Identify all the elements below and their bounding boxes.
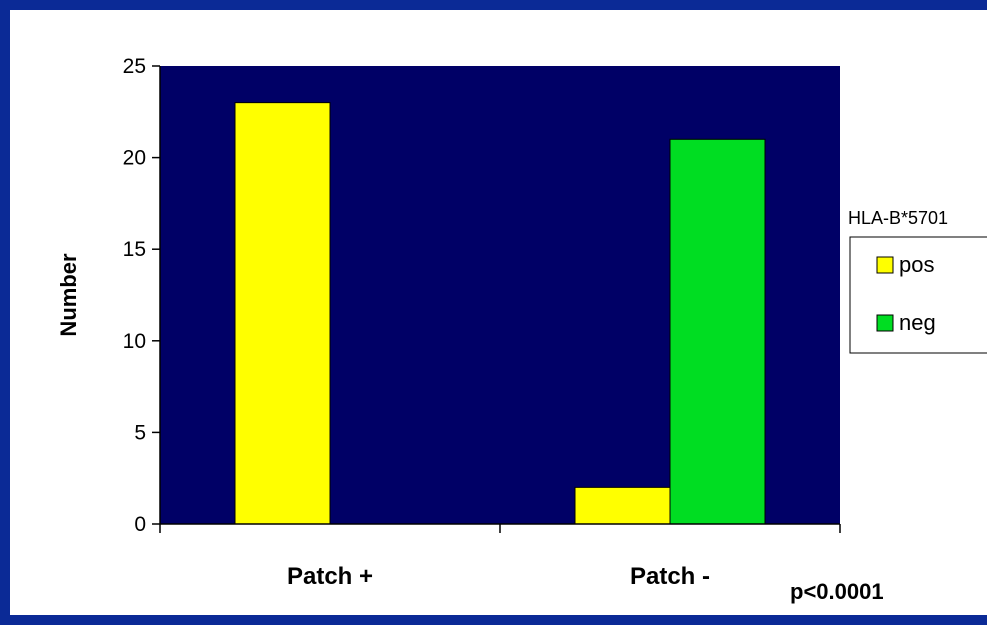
legend-swatch-pos [876, 256, 894, 274]
legend-box [849, 236, 987, 354]
legend-swatch-neg [876, 314, 894, 332]
legend: pos neg [849, 236, 987, 354]
y-tick-label: 10 [123, 330, 146, 353]
y-axis-title: Number [56, 253, 81, 337]
bar-neg-1 [669, 138, 766, 525]
legend-title: HLA-B*5701 [848, 208, 948, 228]
y-tick-label: 5 [134, 421, 146, 444]
bar-pos-1 [574, 486, 671, 525]
category-labels: Patch + Patch - [287, 563, 710, 590]
y-tick-label: 15 [123, 238, 146, 261]
p-value-annotation: p<0.0001 [790, 579, 884, 604]
legend-entry-pos: pos [899, 252, 934, 277]
y-tick-label: 25 [123, 55, 146, 78]
bars-group [234, 102, 766, 525]
bar-pos-0 [234, 102, 331, 525]
category-label: Patch - [630, 563, 710, 590]
category-label: Patch + [287, 563, 373, 590]
ticks-group [152, 65, 841, 533]
y-tick-label: 20 [123, 147, 146, 170]
y-tick-label: 0 [134, 513, 146, 536]
y-tick-labels: 0 5 10 15 20 25 [123, 55, 146, 536]
legend-entry-neg: neg [899, 310, 936, 335]
